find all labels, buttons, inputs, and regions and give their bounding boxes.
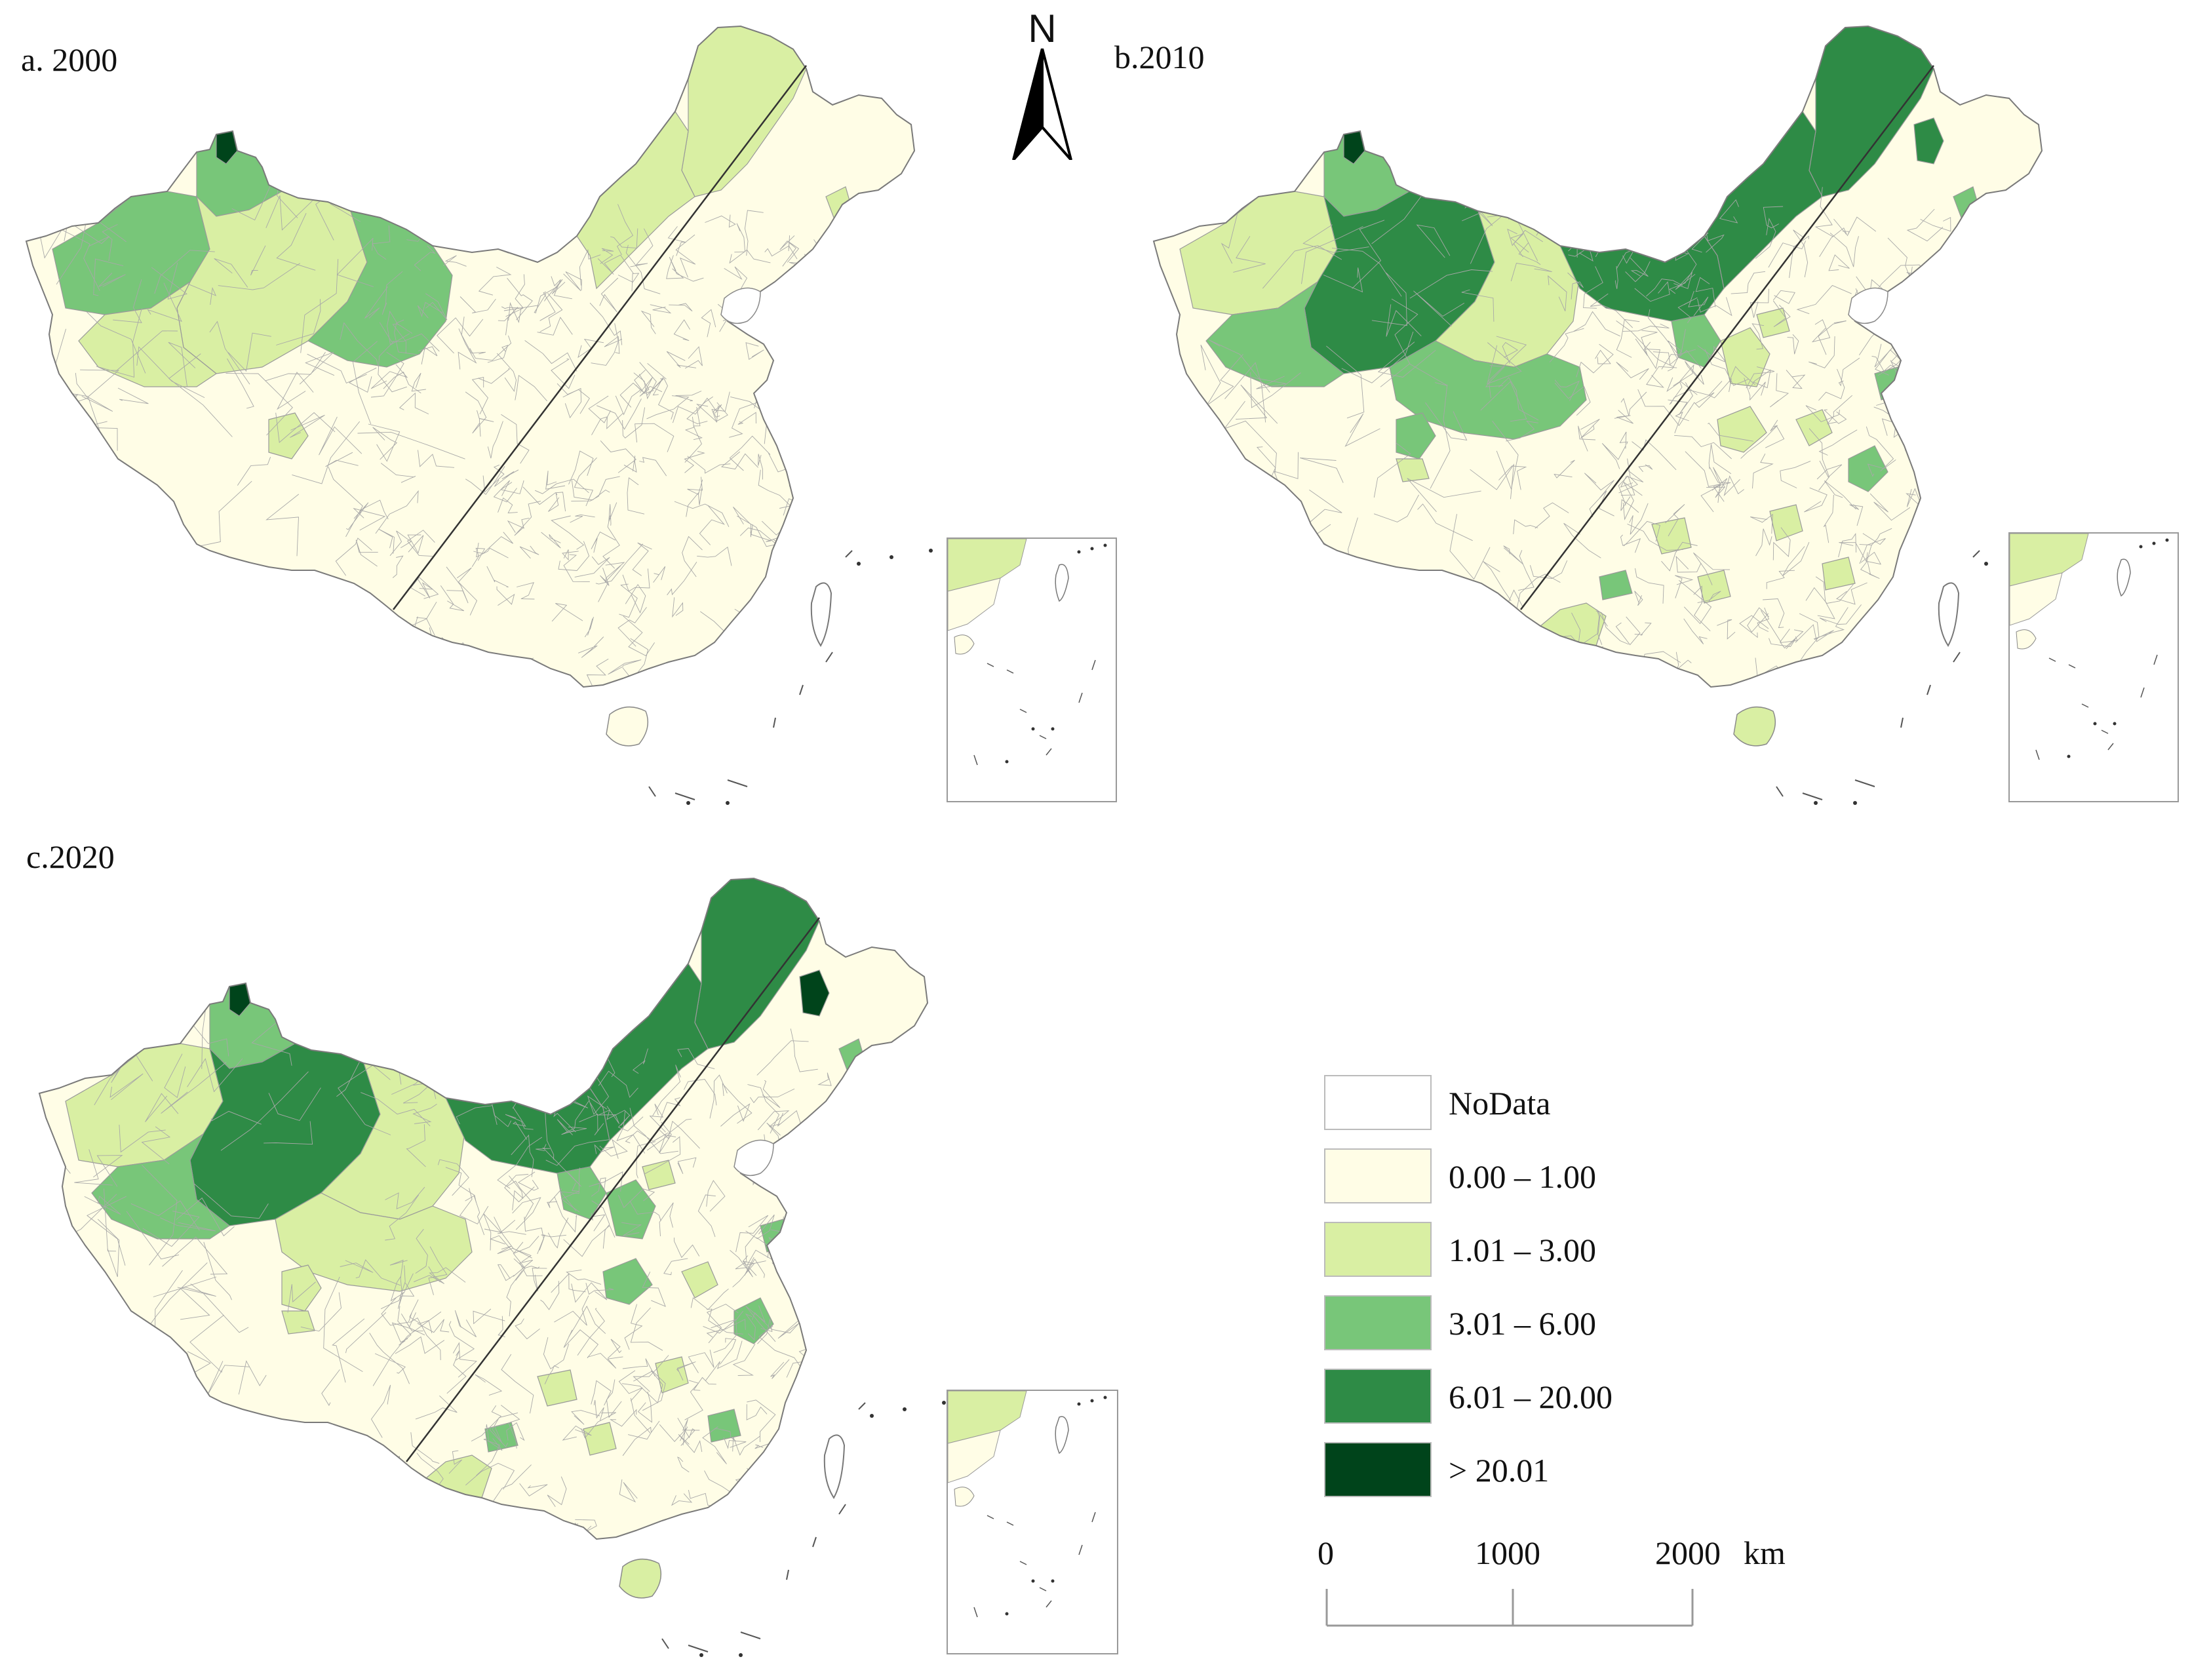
panel-label-2000: a. 2000 (21, 41, 118, 78)
map-region (281, 1264, 322, 1312)
inset-content (947, 538, 1107, 766)
legend-item: 1.01 – 3.00 (1324, 1222, 1717, 1277)
map-region (1756, 307, 1790, 338)
legend-item: > 20.01 (1324, 1442, 1717, 1497)
south-china-sea-inset (947, 537, 1117, 802)
map-2020 (38, 877, 946, 1657)
legend-swatch (1324, 1295, 1432, 1350)
map-region (1717, 406, 1767, 453)
scale-tick-label: 0 (1318, 1534, 1334, 1571)
legend-label: 6.01 – 20.00 (1449, 1378, 1613, 1415)
scale-tick-label: 2000 (1655, 1534, 1721, 1571)
taiwan-island (823, 1434, 846, 1499)
hu-line (1520, 65, 1934, 610)
map-region (1396, 458, 1430, 482)
map-region (602, 1258, 653, 1305)
map-region (557, 1166, 607, 1220)
hainan-island (1733, 706, 1776, 747)
map-region (681, 1261, 718, 1299)
sea-islands (648, 549, 933, 805)
legend-swatch (1324, 1075, 1432, 1130)
map-region (1396, 412, 1436, 459)
map-region (583, 1422, 617, 1456)
scale-bar: 0 1000 2000 km (1311, 1534, 1786, 1639)
map-region (268, 412, 309, 459)
map-region (799, 969, 830, 1017)
map-2000 (25, 25, 933, 805)
map-region (1205, 281, 1345, 387)
inset-content (2009, 533, 2169, 760)
legend-swatch (1324, 1148, 1432, 1203)
map-region (78, 281, 218, 387)
sea-islands (661, 1401, 946, 1657)
map-region (655, 1356, 689, 1394)
taiwan-island (1938, 582, 1960, 647)
map-region (1599, 570, 1633, 600)
map-region (733, 1297, 774, 1344)
legend-swatch (1324, 1369, 1432, 1424)
panel-label-2020: c.2020 (26, 838, 115, 875)
hu-line (406, 917, 820, 1462)
map-2010 (1152, 25, 2060, 805)
scale-bar-line (1325, 1589, 1694, 1627)
legend-label: 3.01 – 6.00 (1449, 1305, 1596, 1342)
hainan-island (619, 1558, 662, 1599)
taiwan-island (810, 582, 832, 647)
map-region (1671, 314, 1721, 368)
map-region (1795, 409, 1833, 446)
legend-item: NoData (1324, 1075, 1717, 1130)
legend-swatch (1324, 1222, 1432, 1277)
panel-label-2010: b.2010 (1114, 39, 1205, 75)
legend-label: NoData (1449, 1085, 1551, 1122)
map-region (91, 1133, 231, 1240)
legend-label: 1.01 – 3.00 (1449, 1232, 1596, 1268)
legend-swatch (1324, 1442, 1432, 1497)
scale-tick-label: 1000 (1475, 1534, 1540, 1571)
north-letter: N (1028, 7, 1057, 50)
map-region (1848, 445, 1888, 492)
south-china-sea-inset (947, 1390, 1118, 1654)
inset-content (947, 1390, 1107, 1618)
legend-label: 0.00 – 1.00 (1449, 1158, 1596, 1195)
scale-unit: km (1744, 1534, 1786, 1571)
map-region (1913, 117, 1944, 165)
hainan-island (606, 706, 649, 747)
legend-item: 6.01 – 20.00 (1324, 1369, 1717, 1424)
map-region (1769, 504, 1803, 541)
bohai-sea (1848, 287, 1888, 324)
legend-item: 3.01 – 6.00 (1324, 1295, 1717, 1350)
map-region (1651, 517, 1692, 555)
bohai-sea (733, 1139, 774, 1177)
map-region (1822, 557, 1856, 591)
hu-line (393, 65, 807, 610)
north-arrow-icon (1012, 49, 1072, 160)
bohai-sea (720, 287, 761, 324)
map-region (642, 1160, 676, 1190)
map-region (707, 1409, 741, 1443)
map-region (606, 1179, 656, 1240)
legend-item: 0.00 – 1.00 (1324, 1148, 1717, 1203)
south-china-sea-inset (2008, 532, 2179, 802)
north-arrow: N (1008, 9, 1076, 160)
legend-label: > 20.01 (1449, 1452, 1550, 1489)
